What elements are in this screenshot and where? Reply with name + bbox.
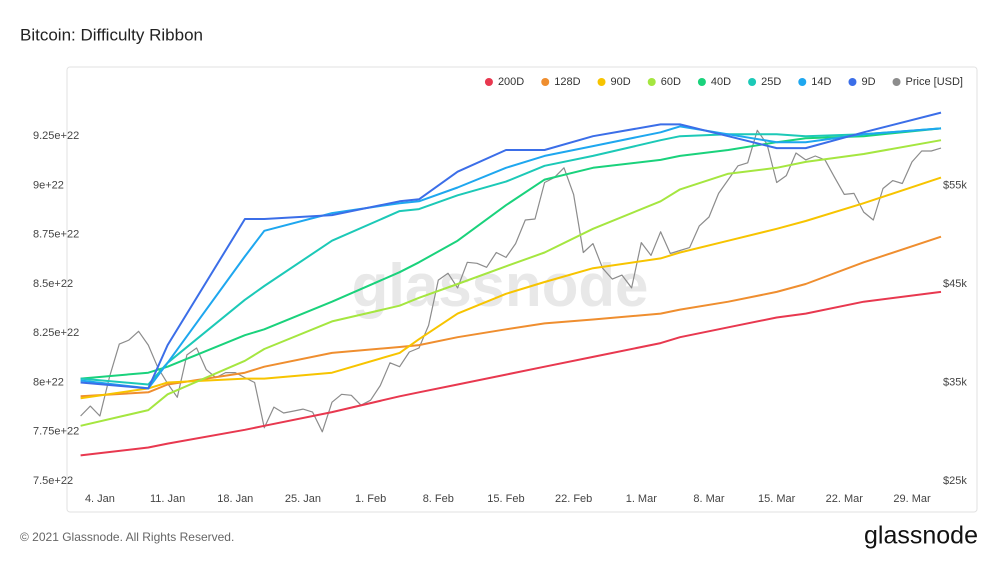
legend-swatch [848,78,857,86]
legend-label: 200D [498,76,524,88]
x-tick-label: 22. Feb [555,493,592,505]
y2-tick-label: $25k [943,475,967,487]
legend-swatch [597,78,606,86]
x-tick-label: 25. Jan [285,493,321,505]
y-tick-label: 7.75e+22 [33,426,79,438]
x-tick-label: 8. Mar [693,493,725,505]
legend-label: 128D [554,76,580,88]
legend-label: 40D [711,76,731,88]
legend-label: 25D [761,76,781,88]
series-line [80,235,942,398]
y-tick-label: 7.5e+22 [33,475,73,487]
x-tick-label: 1. Mar [626,493,658,505]
series-line [80,125,942,390]
legend-label: 14D [811,76,831,88]
legend-swatch [892,78,901,86]
y-tick-label: 8.5e+22 [33,278,73,290]
chart-title: Bitcoin: Difficulty Ribbon [20,25,203,44]
chart-frame [66,66,978,513]
series-line [80,290,942,457]
logo: glassnode [864,522,978,550]
legend-label: 9D [861,76,875,88]
y-tick-label: 8.25e+22 [33,327,79,339]
series-line [80,139,942,427]
legend-label: 60D [661,76,681,88]
y-tick-label: 9e+22 [33,179,64,191]
y2-tick-label: $35k [943,376,967,388]
series-line [80,129,942,433]
series-line [80,127,942,386]
y-tick-label: 9.25e+22 [33,130,79,142]
watermark: glassnode [352,252,649,319]
y-tick-label: 8.75e+22 [33,229,79,241]
y2-tick-label: $45k [943,278,967,290]
series-line [80,176,942,400]
x-tick-label: 18. Jan [217,493,253,505]
legend-label: Price [USD] [906,76,963,88]
x-tick-label: 15. Mar [758,493,796,505]
legend-label: 90D [611,76,631,88]
footer: © 2021 Glassnode. All Rights Reserved. [20,530,234,544]
legend-swatch [541,78,550,86]
x-tick-label: 15. Feb [487,493,524,505]
series-line [80,111,942,390]
x-tick-label: 8. Feb [423,493,454,505]
y-tick-label: 8e+22 [33,376,64,388]
x-tick-label: 1. Feb [355,493,386,505]
legend-swatch [748,78,757,86]
legend-swatch [484,78,493,86]
legend-swatch [697,78,706,86]
x-tick-label: 4. Jan [85,493,115,505]
legend-swatch [798,78,807,86]
x-tick-label: 29. Mar [893,493,931,505]
x-tick-label: 11. Jan [150,493,185,505]
x-tick-label: 22. Mar [826,493,864,505]
y2-tick-label: $55k [943,179,967,191]
legend-swatch [647,78,656,86]
